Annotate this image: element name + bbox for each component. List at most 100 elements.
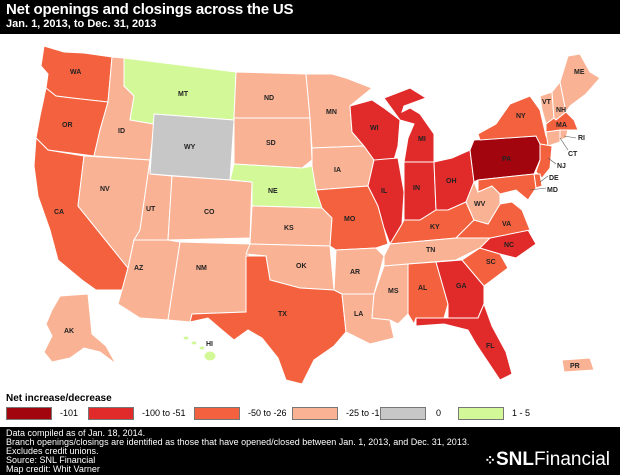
state-hi[interactable] [182, 335, 217, 362]
label-sd: SD [266, 140, 276, 147]
label-pr: PR [570, 363, 580, 370]
legend-label-0: 0 [436, 408, 442, 418]
state-me[interactable] [559, 53, 601, 114]
footer-line-definition: Branch openings/closings are identified … [6, 437, 470, 447]
state-co[interactable] [167, 175, 253, 241]
label-ri: RI [578, 135, 585, 142]
state-nc[interactable] [455, 229, 537, 261]
label-ny: NY [516, 113, 526, 120]
label-tx: TX [278, 311, 287, 318]
legend-label-50-26: -50 to -26 [248, 408, 287, 418]
label-mt: MT [178, 91, 189, 98]
label-mn: MN [326, 109, 337, 116]
state-ct[interactable] [545, 129, 561, 147]
state-in[interactable] [403, 161, 437, 221]
label-fl: FL [486, 343, 495, 350]
state-nj[interactable] [535, 143, 553, 179]
label-nj: NJ [557, 163, 566, 170]
label-ne: NE [268, 188, 278, 195]
state-az[interactable] [117, 239, 181, 321]
state-ri[interactable] [559, 129, 569, 141]
label-ks: KS [284, 225, 294, 232]
callout-line-ri [563, 135, 577, 139]
map-subtitle: Jan. 1, 2013, to Dec. 31, 2013 [6, 18, 157, 30]
legend-label-100-51: -100 to -51 [142, 408, 186, 418]
label-sc: SC [486, 259, 496, 266]
label-ms: MS [388, 288, 399, 295]
callout-line-nj [547, 157, 557, 165]
state-sd[interactable] [233, 117, 313, 169]
label-wv: WV [474, 201, 486, 208]
label-hi: HI [206, 341, 213, 348]
label-mo: MO [344, 216, 356, 223]
label-wy: WY [184, 144, 196, 151]
label-nc: NC [504, 242, 514, 249]
label-va: VA [502, 221, 511, 228]
header-bar: Net openings and closings across the US … [0, 0, 620, 34]
label-id: ID [118, 128, 125, 135]
label-tn: TN [426, 247, 435, 254]
label-nd: ND [264, 95, 274, 102]
callout-line-md [529, 187, 547, 191]
label-wa: WA [70, 69, 81, 76]
label-ar: AR [350, 269, 360, 276]
footer-line-date: Data compiled as of Jan. 18, 2014. [6, 428, 146, 438]
state-ny[interactable] [477, 95, 553, 147]
state-mi[interactable] [383, 87, 435, 163]
snl-financial-logo: ⁘SNLFinancial [484, 449, 610, 471]
us-choropleth-map: WA OR CA ID NV MT WY UT AZ CO NM ND SD N… [33, 45, 601, 385]
label-or: OR [62, 122, 73, 129]
state-wi[interactable] [349, 99, 401, 161]
snl-dots-icon: ⁘ [484, 452, 496, 468]
label-ut: UT [146, 206, 156, 213]
label-ok: OK [296, 263, 307, 270]
label-ga: GA [456, 283, 467, 290]
label-oh: OH [446, 178, 457, 185]
label-vt: VT [542, 99, 552, 106]
state-fl[interactable] [415, 302, 513, 381]
state-tx[interactable] [189, 255, 347, 385]
label-de: DE [549, 175, 559, 182]
legend-title: Net increase/decrease [6, 393, 112, 404]
legend-swatch-25-1 [292, 407, 338, 420]
legend: Net increase/decrease -101 -100 to -51 -… [0, 393, 620, 427]
label-nm: NM [196, 265, 207, 272]
legend-swatch-100-51 [88, 407, 134, 420]
label-md: MD [547, 187, 558, 194]
label-ky: KY [430, 224, 440, 231]
state-nm[interactable] [167, 241, 251, 323]
label-in: IN [413, 185, 420, 192]
state-md[interactable] [477, 173, 537, 201]
label-al: AL [418, 285, 428, 292]
label-ia: IA [334, 167, 341, 174]
label-ca: CA [54, 209, 64, 216]
label-ak: AK [64, 328, 74, 335]
label-me: ME [574, 69, 585, 76]
legend-swatch-50-26 [194, 407, 240, 420]
footer-line-credit: Map credit: Whit Varner [6, 464, 100, 474]
footer-line-exclusion: Excludes credit unions. [6, 446, 99, 456]
state-pr[interactable] [561, 357, 595, 373]
legend-swatch-101 [6, 407, 52, 420]
label-ct: CT [568, 151, 578, 158]
label-wi: WI [370, 125, 379, 132]
legend-label-25-1: -25 to -1 [346, 408, 380, 418]
footer-notes: Data compiled as of Jan. 18, 2014. Branc… [0, 427, 620, 475]
label-co: CO [204, 209, 215, 216]
map-title: Net openings and closings across the US [6, 1, 294, 18]
brand-snl: SNL [495, 449, 534, 470]
footer-line-source: Source: SNL Financial [6, 455, 96, 465]
state-ak[interactable] [43, 293, 117, 365]
legend-swatch-1-5 [458, 407, 504, 420]
legend-swatch-0 [380, 407, 426, 420]
label-az: AZ [134, 265, 144, 272]
callout-line-de [539, 175, 549, 183]
legend-label-101: -101 [60, 408, 79, 418]
state-ia[interactable] [311, 145, 375, 191]
label-mi: MI [418, 136, 426, 143]
label-nh: NH [556, 107, 566, 114]
label-ma: MA [556, 122, 567, 129]
label-nv: NV [100, 186, 110, 193]
legend-label-1-5: 1 - 5 [512, 408, 531, 418]
